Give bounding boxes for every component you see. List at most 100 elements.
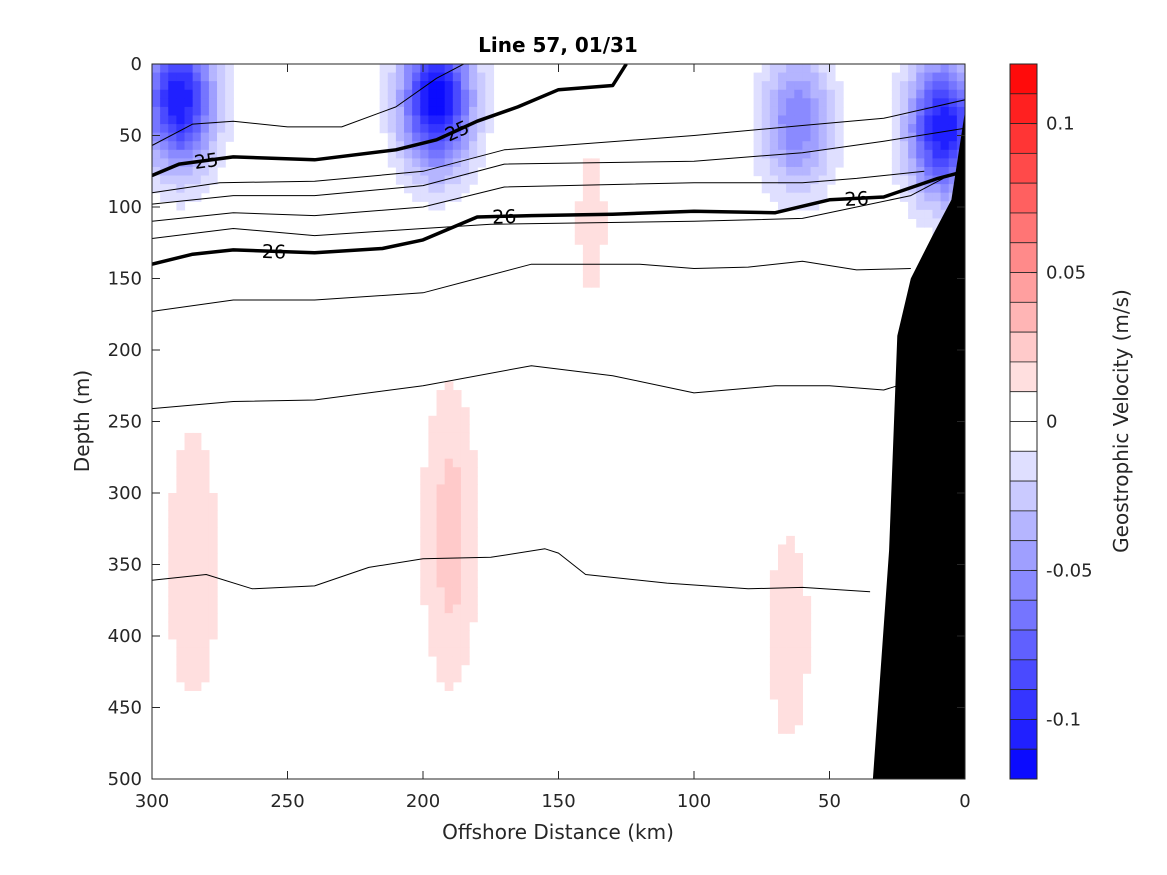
velocity-cell (769, 638, 779, 649)
velocity-cell (420, 166, 430, 177)
velocity-cell (436, 535, 446, 546)
velocity-cell (916, 192, 925, 202)
velocity-cell (753, 72, 763, 82)
velocity-cell (444, 681, 454, 691)
velocity-cell (168, 544, 177, 554)
velocity-cell (460, 484, 470, 494)
velocity-cell (387, 64, 397, 74)
velocity-cell (469, 72, 478, 82)
velocity-cell (192, 561, 202, 571)
velocity-cell (761, 115, 771, 125)
velocity-cell (184, 450, 194, 460)
velocity-cell (899, 132, 909, 142)
velocity-cell (802, 89, 812, 99)
velocity-cell (176, 630, 186, 640)
velocity-cell (469, 518, 478, 528)
velocity-cell (428, 570, 438, 580)
velocity-cell (200, 124, 210, 134)
velocity-cell (769, 141, 779, 151)
velocity-cell (428, 149, 438, 159)
velocity-cell (208, 89, 218, 99)
velocity-cell (786, 89, 795, 99)
velocity-cell (444, 441, 454, 451)
velocity-cell (932, 64, 942, 74)
velocity-cell (810, 72, 820, 82)
velocity-cell (769, 124, 779, 134)
velocity-cell (452, 390, 462, 400)
velocity-cell (192, 535, 202, 546)
velocity-cell (802, 630, 812, 640)
velocity-cell (428, 484, 438, 494)
velocity-cell (786, 647, 795, 657)
velocity-cell (200, 595, 210, 606)
velocity-cell (379, 64, 389, 74)
velocity-cell (208, 535, 218, 546)
velocity-cell (940, 175, 950, 185)
velocity-cell (192, 647, 202, 657)
velocity-cell (412, 81, 421, 91)
velocity-cell (420, 570, 430, 580)
velocity-cell (794, 81, 803, 91)
velocity-cell (826, 141, 836, 151)
velocity-cell (778, 570, 787, 580)
velocity-cell (176, 141, 186, 151)
velocity-cell (444, 570, 454, 580)
velocity-cell (420, 98, 430, 108)
velocity-cell (176, 166, 186, 177)
velocity-cell (916, 184, 925, 194)
velocity-cell (420, 149, 430, 159)
velocity-cell (444, 81, 454, 91)
velocity-cell (794, 192, 803, 202)
velocity-cell (794, 149, 803, 159)
velocity-cell (420, 192, 430, 202)
velocity-cell (176, 604, 186, 614)
velocity-cell (452, 98, 462, 108)
velocity-cell (802, 647, 812, 657)
velocity-cell (778, 124, 787, 134)
velocity-cell (891, 72, 901, 82)
velocity-cell (802, 115, 812, 125)
velocity-cell (452, 141, 462, 151)
velocity-cell (932, 149, 942, 159)
velocity-cell (420, 493, 430, 503)
velocity-cell (160, 132, 169, 142)
velocity-cell (826, 132, 836, 142)
velocity-cell (387, 132, 397, 142)
x-axis-title: Offshore Distance (km) (442, 820, 674, 844)
velocity-cell (477, 158, 486, 168)
velocity-cell (428, 467, 438, 477)
velocity-cell (794, 681, 803, 691)
velocity-cell (899, 166, 909, 177)
velocity-cell (908, 201, 917, 211)
velocity-cell (924, 132, 934, 142)
velocity-cell (444, 149, 454, 159)
velocity-cell (916, 72, 925, 82)
velocity-cell (786, 81, 795, 91)
velocity-cell (412, 158, 421, 168)
velocity-cell (786, 716, 795, 726)
velocity-cell (591, 175, 600, 185)
velocity-cell (404, 149, 413, 159)
velocity-cell (948, 141, 958, 151)
velocity-cell (761, 89, 771, 99)
velocity-cell (477, 124, 486, 134)
velocity-cell (924, 115, 934, 125)
velocity-cell (469, 613, 478, 623)
velocity-cell (769, 158, 779, 168)
velocity-cell (582, 175, 592, 185)
y-axis: 0 50 100 150 200 250 300 350 400 450 500 (108, 54, 965, 790)
velocity-cell (436, 578, 446, 588)
velocity-cell (786, 604, 795, 614)
velocity-cell (916, 98, 925, 108)
velocity-cell (794, 673, 803, 683)
x-tick-label: 100 (677, 791, 711, 812)
velocity-cell (802, 638, 812, 649)
velocity-cell (477, 89, 486, 99)
velocity-cell (420, 501, 430, 511)
x-tick-label: 50 (818, 791, 841, 812)
velocity-cell (460, 561, 470, 571)
velocity-cell (477, 98, 486, 108)
velocity-cell (802, 158, 812, 168)
velocity-cell (160, 115, 169, 125)
velocity-cell (208, 613, 218, 623)
